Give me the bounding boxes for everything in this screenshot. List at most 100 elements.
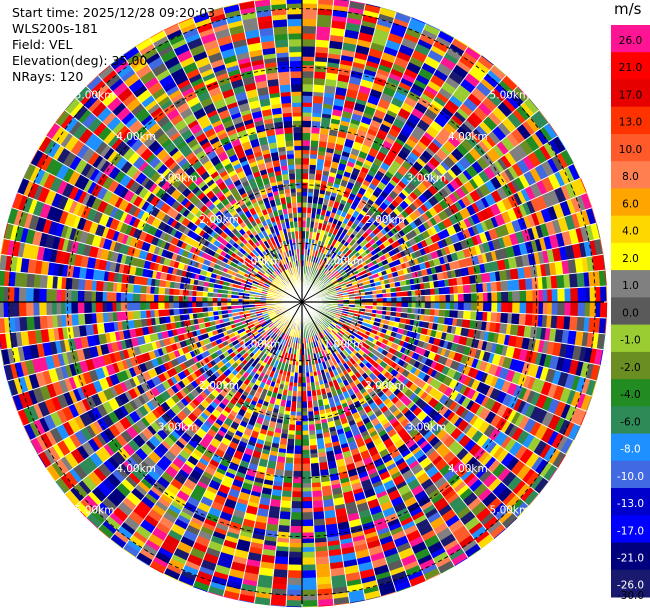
velocity-cell — [278, 77, 291, 86]
velocity-cell — [290, 507, 303, 513]
velocity-cell — [132, 292, 141, 303]
velocity-cell — [500, 312, 509, 324]
velocity-cell — [414, 307, 422, 315]
velocity-cell — [297, 216, 303, 222]
velocity-cell — [195, 301, 203, 308]
velocity-cell — [507, 290, 513, 303]
velocity-cell — [301, 497, 313, 502]
velocity-cell — [434, 287, 440, 296]
velocity-cell — [295, 424, 303, 432]
velocity-cell — [411, 289, 416, 297]
velocity-cell — [145, 293, 151, 303]
velocity-cell — [164, 301, 170, 310]
velocity-cell — [301, 191, 309, 197]
velocity-cell — [172, 301, 180, 309]
velocity-cell — [294, 430, 303, 436]
velocity-cell — [275, 133, 286, 143]
velocity-cell — [291, 487, 303, 492]
velocity-cell — [311, 490, 323, 498]
velocity-cell — [77, 278, 86, 291]
velocity-cell — [284, 132, 294, 142]
velocity-cell — [457, 284, 465, 295]
velocity-cell — [172, 308, 180, 316]
velocity-cell — [301, 453, 311, 459]
velocity-cell — [106, 301, 113, 313]
velocity-cell — [294, 164, 303, 170]
velocity-cell — [289, 188, 297, 193]
velocity-cell — [507, 301, 513, 314]
velocity-cell — [449, 301, 455, 311]
velocity-cell — [310, 470, 321, 478]
velocity-cell — [301, 424, 309, 432]
velocity-cell — [301, 126, 312, 134]
velocity-cell — [411, 295, 417, 303]
velocity-cell — [301, 439, 310, 447]
velocity-cell — [293, 149, 303, 155]
velocity-cell — [296, 201, 303, 208]
velocity-cell — [301, 449, 311, 455]
velocity-cell — [126, 292, 134, 303]
velocity-cell — [290, 77, 303, 85]
velocity-cell — [453, 293, 459, 303]
velocity-cell — [106, 291, 113, 303]
velocity-cell — [84, 312, 93, 326]
velocity-cell — [424, 295, 432, 303]
velocity-cell — [191, 295, 197, 303]
velocity-cell — [95, 301, 103, 314]
velocity-cell — [301, 407, 309, 413]
velocity-cell — [519, 290, 527, 303]
velocity-cell — [407, 301, 413, 309]
velocity-cell — [501, 301, 509, 314]
velocity-cell — [511, 278, 520, 292]
velocity-cell — [434, 301, 440, 310]
velocity-cell — [301, 164, 310, 170]
velocity-cell — [307, 188, 315, 193]
velocity-cell — [95, 312, 104, 324]
velocity-cell — [308, 434, 317, 440]
velocity-cell — [301, 401, 308, 409]
velocity-cell — [301, 445, 311, 451]
velocity-cell — [291, 102, 303, 107]
velocity-cell — [301, 216, 307, 222]
velocity-cell — [291, 106, 303, 113]
velocity-cell — [83, 290, 92, 303]
velocity-cell — [301, 411, 309, 417]
velocity-cell — [470, 301, 478, 312]
velocity-cell — [491, 291, 498, 303]
velocity-cell — [511, 312, 520, 326]
velocity-cell — [470, 283, 478, 294]
velocity-cell — [312, 84, 326, 93]
velocity-cell — [307, 411, 315, 416]
velocity-cell — [77, 313, 86, 326]
velocity-cell — [490, 311, 498, 323]
velocity-cell — [310, 132, 320, 142]
velocity-cell — [301, 501, 314, 509]
velocity-cell — [187, 295, 193, 303]
velocity-cell — [301, 168, 310, 174]
velocity-cell — [287, 164, 296, 170]
velocity-cell — [382, 297, 388, 303]
velocity-cell — [396, 301, 403, 308]
velocity-cell — [294, 434, 303, 440]
velocity-cell — [292, 470, 303, 478]
velocity-cell — [411, 301, 417, 309]
velocity-cell — [289, 414, 297, 422]
velocity-cell — [301, 102, 313, 107]
velocity-cell — [95, 280, 104, 292]
velocity-cell — [401, 301, 409, 308]
velocity-cell — [318, 461, 329, 471]
velocity-cell — [415, 301, 422, 309]
velocity-cell — [307, 191, 314, 197]
velocity-cell — [133, 275, 143, 286]
velocity-cell — [212, 297, 218, 303]
velocity-cell — [283, 470, 294, 478]
velocity-cell — [309, 444, 318, 451]
velocity-cell — [201, 296, 208, 303]
velocity-cell — [292, 126, 303, 134]
velocity-cell — [153, 293, 159, 303]
velocity-cell — [292, 132, 303, 141]
velocity-cell — [301, 491, 313, 498]
velocity-cell — [490, 281, 498, 293]
velocity-cell — [286, 153, 295, 160]
velocity-cell — [470, 292, 478, 303]
